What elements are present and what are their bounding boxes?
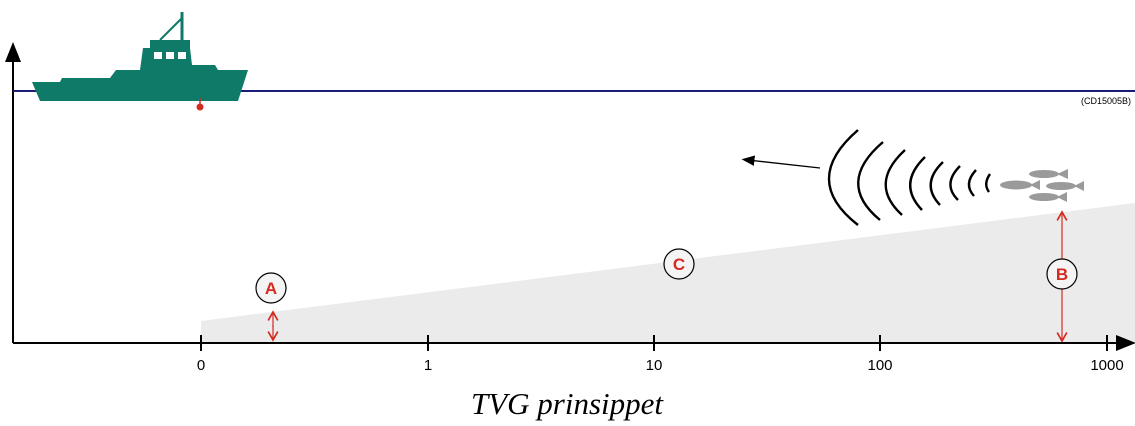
tick-marks <box>200 335 1108 351</box>
label-b: B <box>1056 265 1068 284</box>
label-circle <box>1046 258 1078 290</box>
ship <box>32 12 248 101</box>
tick-label: 100 <box>867 357 892 374</box>
fish-school <box>1000 169 1084 202</box>
label-c: C <box>673 255 685 274</box>
tick-label: 1 <box>424 357 432 374</box>
transducer <box>196 103 204 111</box>
tick-label: 1000 <box>1090 357 1123 374</box>
label-circle <box>255 272 287 304</box>
label-a: A <box>265 279 277 298</box>
echo-arrow <box>741 155 821 169</box>
tick-label: 10 <box>646 357 663 374</box>
label-circle <box>663 248 695 280</box>
tick-label: 0 <box>197 357 205 374</box>
sound-waves <box>827 129 992 226</box>
figure-code: (CD15005B) <box>1081 96 1131 106</box>
caption: TVG prinsippet <box>471 386 664 421</box>
